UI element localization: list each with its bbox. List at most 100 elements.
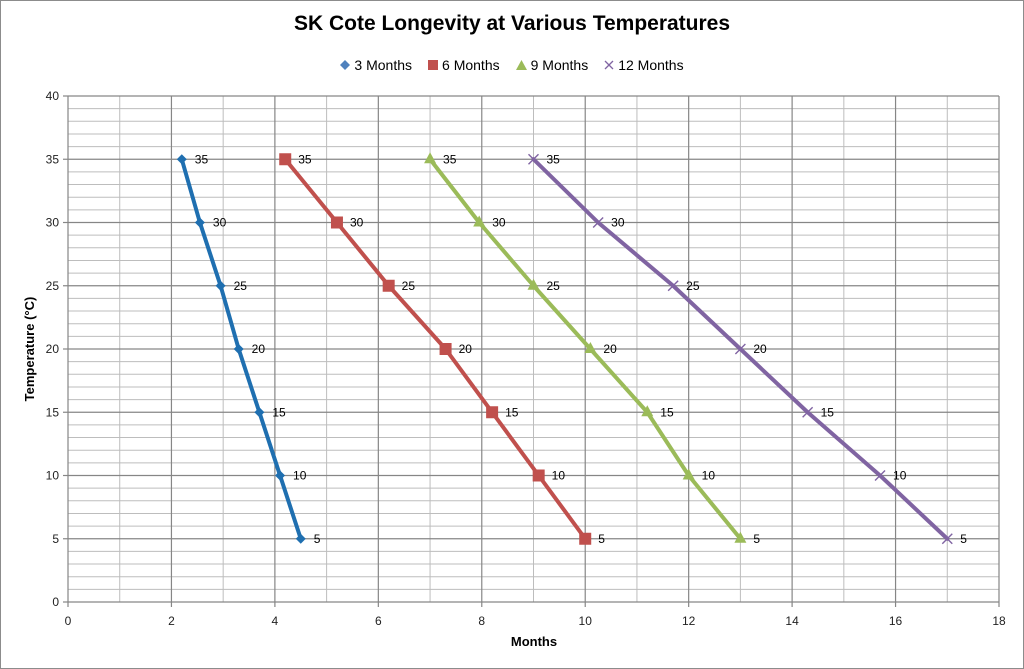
data-label: 30 — [611, 216, 625, 230]
data-point-triangle — [473, 215, 486, 227]
y-tick-label: 5 — [52, 532, 59, 546]
x-tick-label: 14 — [785, 614, 799, 628]
data-point-x — [734, 343, 746, 355]
data-point-x — [802, 406, 814, 418]
data-label: 20 — [252, 342, 266, 356]
data-label: 35 — [547, 152, 561, 166]
x-tick-label: 2 — [168, 614, 175, 628]
data-label: 5 — [314, 532, 321, 546]
data-label: 5 — [598, 532, 605, 546]
data-point-x — [941, 533, 953, 545]
data-point-diamond — [233, 344, 244, 354]
data-label: 35 — [298, 152, 312, 166]
data-label: 15 — [821, 405, 835, 419]
legend-item-9-months: 9 Months — [515, 57, 589, 73]
data-label: 25 — [402, 279, 416, 293]
data-label: 30 — [350, 216, 364, 230]
legend-label: 6 Months — [442, 57, 500, 73]
data-point-square — [330, 216, 343, 229]
y-tick-label: 15 — [46, 405, 60, 419]
x-tick-label: 4 — [272, 614, 279, 628]
y-tick-label: 0 — [52, 595, 59, 609]
square-marker-icon — [428, 60, 439, 70]
triangle-marker-icon — [515, 60, 527, 70]
legend-label: 12 Months — [618, 57, 684, 73]
data-point-x — [528, 153, 539, 165]
data-label: 35 — [443, 152, 457, 166]
chart-title: SK Cote Longevity at Various Temperature… — [293, 12, 731, 35]
x-tick-label: 16 — [889, 614, 903, 628]
data-label: 30 — [213, 216, 227, 230]
data-point-triangle — [424, 152, 437, 164]
data-point-square — [579, 532, 592, 545]
y-tick-label: 20 — [46, 342, 60, 356]
data-point-triangle — [584, 342, 597, 353]
data-point-x — [874, 470, 886, 481]
x-tick-labels: 0 2 4 6 8 10 12 14 16 18 — [65, 602, 1006, 628]
data-label: 25 — [234, 279, 248, 293]
data-point-triangle — [682, 468, 695, 480]
data-point-triangle — [734, 531, 747, 543]
data-point-triangle — [527, 278, 540, 290]
data-label: 30 — [492, 216, 506, 230]
x-tick-label: 8 — [478, 614, 485, 628]
legend-label: 9 Months — [530, 57, 589, 73]
series-group: 5101520253035510152025303551015202530355… — [176, 152, 967, 546]
x-tick-label: 12 — [682, 614, 696, 628]
data-label: 25 — [547, 279, 561, 293]
data-label: 5 — [960, 532, 967, 546]
y-tick-label: 40 — [46, 89, 60, 103]
data-label: 20 — [753, 342, 767, 356]
data-point-x — [667, 280, 679, 292]
minor-gridlines — [68, 96, 999, 602]
x-tick-label: 10 — [579, 614, 593, 628]
data-point-square — [439, 343, 452, 355]
y-axis-title: Temperature (°C) — [22, 297, 37, 402]
x-tick-label: 6 — [375, 614, 382, 628]
data-label: 10 — [893, 469, 907, 483]
x-tick-label: 18 — [992, 614, 1006, 628]
data-point-x — [592, 217, 604, 228]
data-point-diamond — [254, 407, 265, 418]
data-point-square — [486, 406, 499, 419]
data-label: 15 — [272, 405, 286, 419]
legend-item-12-months: 12 Months — [604, 57, 684, 73]
data-point-diamond — [275, 470, 286, 481]
diamond-marker-icon — [340, 60, 351, 70]
y-tick-labels: 0 5 10 15 20 25 30 35 40 — [46, 89, 68, 609]
y-tick-label: 30 — [46, 216, 60, 230]
y-tick-label: 25 — [46, 279, 60, 293]
x-axis-title: Months — [511, 634, 557, 649]
data-label: 15 — [505, 405, 519, 419]
legend-item-6-months: 6 Months — [428, 57, 500, 73]
data-label: 10 — [293, 469, 307, 483]
data-point-diamond — [215, 280, 226, 291]
data-point-triangle — [641, 405, 654, 417]
data-label: 25 — [686, 279, 700, 293]
data-label: 10 — [702, 469, 716, 483]
data-point-square — [532, 469, 545, 482]
series-9-months: 5 10 15 20 25 30 35 — [424, 152, 760, 546]
x-tick-label: 0 — [65, 614, 72, 628]
data-label: 20 — [459, 342, 473, 356]
legend: 3 Months 6 Months 9 Months 12 Months — [0, 57, 1024, 73]
data-point-diamond — [194, 217, 205, 228]
data-point-diamond — [295, 533, 306, 544]
series-12-months: 5 10 15 20 25 30 35 — [528, 152, 967, 546]
data-label: 15 — [660, 405, 674, 419]
major-gridlines — [68, 95, 1000, 602]
data-label: 35 — [195, 152, 209, 166]
y-tick-label: 35 — [46, 152, 60, 166]
data-point-diamond — [176, 154, 187, 165]
series-3-months: 5 10 15 20 25 30 35 — [176, 152, 321, 546]
legend-item-3-months: 3 Months — [340, 57, 412, 73]
series-6-months: 5 10 15 20 25 30 35 — [279, 152, 605, 546]
data-label: 20 — [603, 342, 617, 356]
data-point-square — [279, 153, 292, 166]
data-label: 5 — [753, 532, 760, 546]
data-label: 10 — [552, 469, 566, 483]
x-marker-icon — [604, 60, 614, 70]
y-tick-label: 10 — [46, 469, 60, 483]
